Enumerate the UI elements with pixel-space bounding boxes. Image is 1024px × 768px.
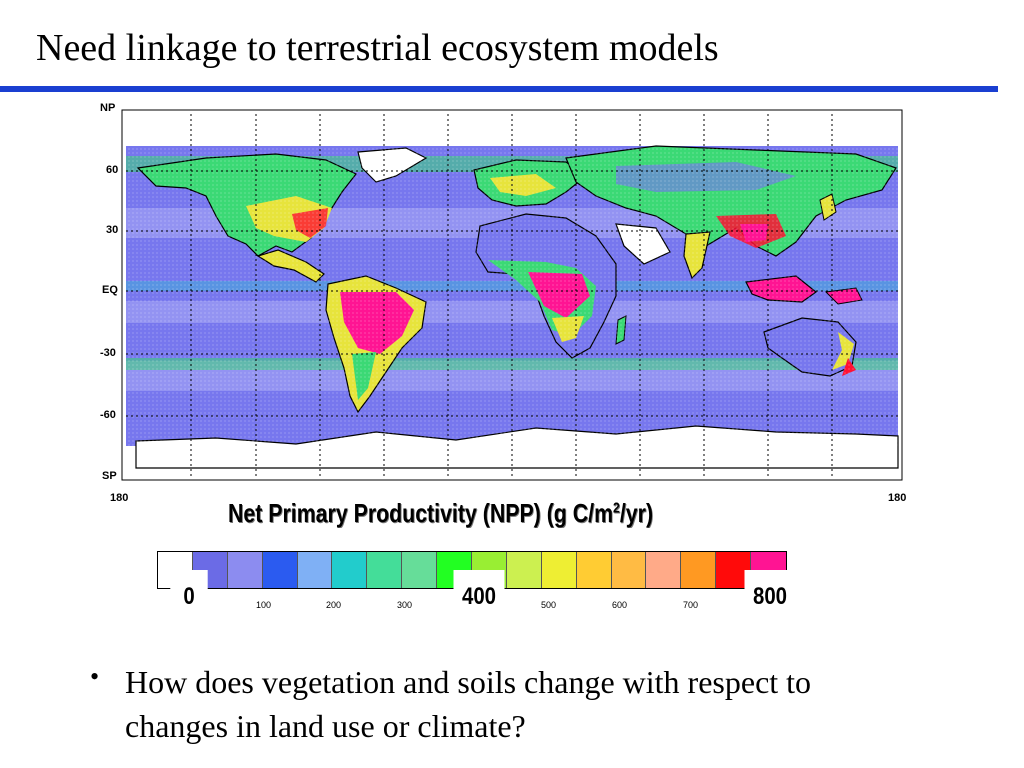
colorbar-major-tick-800: 800 xyxy=(744,570,796,614)
graticule xyxy=(126,114,898,476)
colorbar-swatch-12 xyxy=(576,552,612,588)
colorbar-swatch-14 xyxy=(646,552,682,588)
colorbar-tick-600: 600 xyxy=(612,600,628,610)
colorbar-tick-500: 500 xyxy=(541,600,557,610)
colorbar-tick-200: 200 xyxy=(326,600,342,610)
colorbar-swatch-13 xyxy=(611,552,647,588)
npp-caption-end: /yr) xyxy=(619,498,654,528)
npp-caption-main: Net Primary Productivity (NPP) (g C/m xyxy=(228,498,614,528)
colorbar-swatch-3 xyxy=(262,552,298,588)
lat-label-minus60: -60 xyxy=(100,409,116,421)
bullet-item: How does vegetation and soils change wit… xyxy=(125,664,812,744)
npp-world-map: NP 60 30 EQ -30 -60 SP 180 180 xyxy=(96,96,926,516)
colorbar-swatch-15 xyxy=(681,552,717,588)
lat-label-sp: SP xyxy=(102,470,117,482)
lon-label-west: 180 xyxy=(110,492,129,504)
lat-label-30: 30 xyxy=(106,224,119,236)
title-divider xyxy=(0,86,998,92)
colorbar-major-tick-400: 400 xyxy=(453,570,505,614)
colorbar-swatch-4 xyxy=(297,552,333,588)
colorbar-tick-700: 700 xyxy=(683,600,699,610)
lon-label-east: 180 xyxy=(888,492,907,504)
colorbar-tick-300: 300 xyxy=(397,600,413,610)
map-graphic xyxy=(121,109,903,481)
colorbar-tick-100: 100 xyxy=(256,600,272,610)
slide-title: Need linkage to terrestrial ecosystem mo… xyxy=(36,27,719,69)
colorbar-swatch-6 xyxy=(367,552,403,588)
npp-caption-superscript: 2 xyxy=(613,499,620,517)
colorbar-major-tick-0: 0 xyxy=(170,570,208,614)
npp-caption: Net Primary Productivity (NPP) (g C/m2/y… xyxy=(228,498,653,529)
colorbar-swatch-10 xyxy=(506,552,542,588)
colorbar-swatch-11 xyxy=(541,552,577,588)
lat-label-minus30: -30 xyxy=(100,347,116,359)
lat-label-np: NP xyxy=(100,102,116,114)
colorbar-swatch-5 xyxy=(332,552,368,588)
lat-label-60: 60 xyxy=(106,164,119,176)
bullet-marker: • xyxy=(90,662,100,691)
colorbar-swatch-2 xyxy=(227,552,263,588)
lat-label-eq: EQ xyxy=(102,284,118,296)
colorbar-swatch-7 xyxy=(402,552,438,588)
